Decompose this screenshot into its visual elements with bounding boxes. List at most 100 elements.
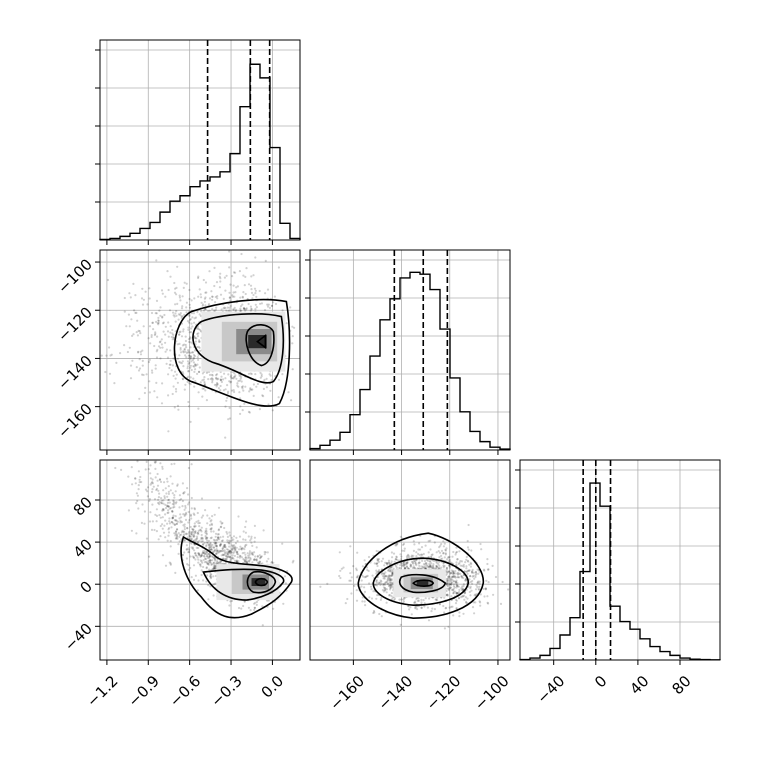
scatter-point xyxy=(208,517,211,520)
scatter-point xyxy=(252,383,255,386)
scatter-point xyxy=(429,564,432,567)
scatter-point xyxy=(175,390,178,393)
scatter-point xyxy=(138,330,141,333)
scatter-point xyxy=(184,339,187,343)
scatter-point xyxy=(200,533,203,537)
scatter-point xyxy=(176,357,179,360)
scatter-point xyxy=(376,559,379,562)
scatter-point xyxy=(469,587,472,590)
scatter-point xyxy=(222,550,225,553)
scatter-point xyxy=(173,519,176,522)
scatter-point xyxy=(229,556,232,559)
scatter-point xyxy=(442,551,445,555)
scatter-point xyxy=(384,574,387,578)
scatter-point xyxy=(471,606,475,609)
scatter-point xyxy=(217,377,220,380)
scatter-point xyxy=(149,511,152,514)
scatter-point xyxy=(197,546,200,550)
hist-p2-step-histogram xyxy=(309,271,511,450)
scatter-point xyxy=(224,551,227,554)
scatter-point xyxy=(197,519,200,523)
scatter-point xyxy=(183,523,186,526)
scatter-point xyxy=(223,558,226,561)
scatter-point xyxy=(170,369,173,372)
scatter-point xyxy=(260,373,263,376)
scatter-point xyxy=(240,385,243,389)
scatter-point xyxy=(382,582,385,586)
scatter-point xyxy=(169,539,172,543)
scatter-point xyxy=(178,296,181,299)
scatter-point xyxy=(159,357,162,360)
scatter-point xyxy=(420,606,423,609)
scatter-point xyxy=(208,555,211,558)
scatter-point xyxy=(195,535,199,538)
scatter-point xyxy=(211,295,214,298)
scatter-point xyxy=(403,566,406,570)
scatter-point xyxy=(467,523,470,527)
scatter-point xyxy=(435,566,438,569)
scatter-point xyxy=(373,611,376,614)
scatter-point xyxy=(415,555,418,558)
scatter-point xyxy=(155,487,158,490)
scatter-point xyxy=(270,560,273,564)
scatter-point xyxy=(242,274,245,277)
scatter-point xyxy=(390,579,393,582)
scatter-point xyxy=(251,544,254,548)
scatter-point xyxy=(215,374,218,377)
scatter-point xyxy=(377,581,381,584)
scatter-point xyxy=(141,503,144,506)
scatter-point xyxy=(200,536,203,540)
scatter-point xyxy=(427,619,431,622)
scatter-point xyxy=(407,556,411,559)
scatter-point xyxy=(241,552,244,555)
scatter-point xyxy=(252,394,255,397)
scatter-point xyxy=(160,497,163,500)
scatter-point xyxy=(427,540,430,543)
scatter-point xyxy=(412,554,415,557)
scatter-point xyxy=(209,555,212,558)
scatter-point xyxy=(363,600,366,603)
scatter-point xyxy=(471,582,474,585)
scatter-point xyxy=(377,570,380,573)
scatter-point xyxy=(164,513,167,516)
scatter-point xyxy=(261,562,264,565)
scatter-point xyxy=(187,521,190,524)
scatter-point xyxy=(250,551,253,554)
scatter-p1-p2-panel: −100−120−140−160 xyxy=(54,249,301,455)
scatter-point xyxy=(386,582,389,585)
scatter-point xyxy=(178,333,181,336)
scatter-point xyxy=(141,364,144,367)
scatter-point xyxy=(128,325,131,328)
scatter-point xyxy=(173,462,176,465)
scatter-point xyxy=(238,535,242,538)
scatter-point xyxy=(207,303,211,306)
scatter-point xyxy=(468,590,471,594)
scatter-point xyxy=(198,552,201,555)
scatter-point xyxy=(411,561,414,564)
scatter-point xyxy=(265,386,268,389)
scatter-point xyxy=(191,528,195,531)
scatter-point xyxy=(222,557,225,560)
scatter-point xyxy=(458,550,461,553)
scatter-point xyxy=(212,546,216,549)
scatter-point xyxy=(228,266,231,269)
scatter-point xyxy=(405,565,408,568)
scatter-point xyxy=(445,568,448,571)
scatter-point xyxy=(202,565,205,569)
scatter-point xyxy=(228,555,231,558)
scatter-point xyxy=(180,315,183,318)
scatter-point xyxy=(158,501,161,504)
scatter-point xyxy=(179,313,182,316)
scatter-point xyxy=(224,405,227,408)
scatter-point xyxy=(389,577,392,580)
scatter-point xyxy=(207,546,211,549)
scatter-point xyxy=(429,555,433,559)
scatter-point xyxy=(167,528,170,531)
scatter-point xyxy=(147,360,151,364)
scatter-point xyxy=(155,356,159,359)
scatter-p1-p3-contours xyxy=(180,535,293,619)
scatter-point xyxy=(461,585,464,588)
scatter-point xyxy=(238,391,241,394)
scatter-point xyxy=(217,562,220,565)
scatter-point xyxy=(431,565,434,568)
